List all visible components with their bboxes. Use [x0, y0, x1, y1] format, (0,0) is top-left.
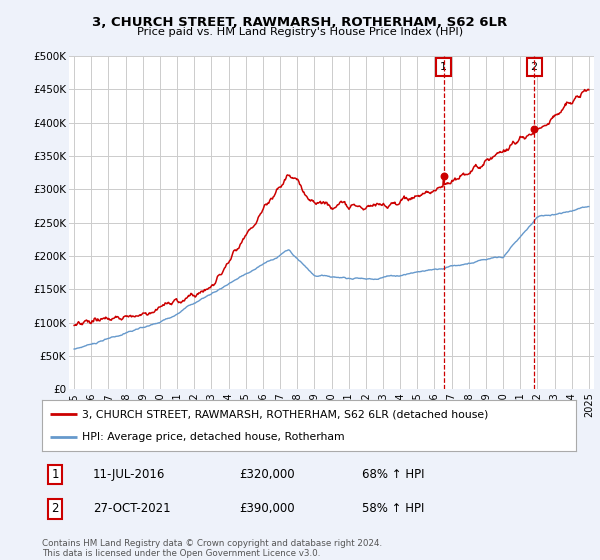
Point: [439, 171, 449, 180]
Text: 3, CHURCH STREET, RAWMARSH, ROTHERHAM, S62 6LR (detached house): 3, CHURCH STREET, RAWMARSH, ROTHERHAM, S…: [82, 409, 488, 419]
Text: HPI: Average price, detached house, Rotherham: HPI: Average price, detached house, Roth…: [82, 432, 344, 442]
Point: [529, 125, 539, 134]
Text: 3, CHURCH STREET, RAWMARSH, ROTHERHAM, S62 6LR: 3, CHURCH STREET, RAWMARSH, ROTHERHAM, S…: [92, 16, 508, 29]
Text: 2: 2: [52, 502, 59, 515]
Text: £320,000: £320,000: [239, 468, 295, 481]
Text: 1: 1: [52, 468, 59, 481]
Text: 68% ↑ HPI: 68% ↑ HPI: [362, 468, 425, 481]
Text: 58% ↑ HPI: 58% ↑ HPI: [362, 502, 425, 515]
Text: Contains HM Land Registry data © Crown copyright and database right 2024.
This d: Contains HM Land Registry data © Crown c…: [42, 539, 382, 558]
Text: £390,000: £390,000: [239, 502, 295, 515]
Text: Price paid vs. HM Land Registry's House Price Index (HPI): Price paid vs. HM Land Registry's House …: [137, 27, 463, 37]
Text: 1: 1: [440, 62, 447, 72]
Text: 11-JUL-2016: 11-JUL-2016: [93, 468, 165, 481]
Text: 27-OCT-2021: 27-OCT-2021: [93, 502, 170, 515]
Text: 2: 2: [530, 62, 538, 72]
